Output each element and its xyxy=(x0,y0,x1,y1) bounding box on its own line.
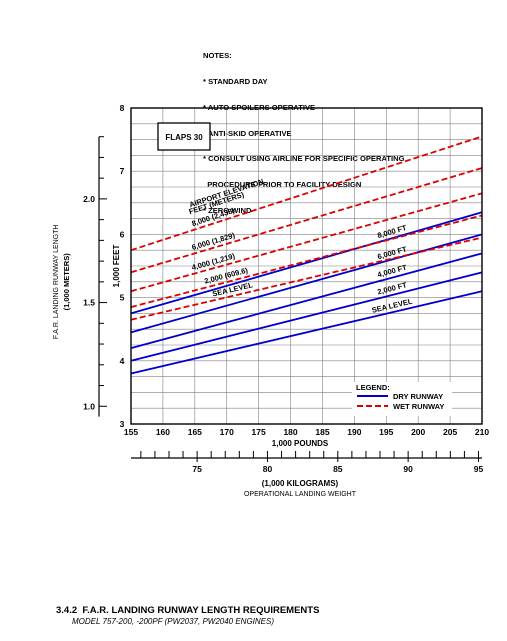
kg-axis-label: (1,000 KILOGRAMS) xyxy=(262,479,339,488)
grid xyxy=(130,107,483,425)
y-meters-tick-label: 2.0 xyxy=(83,194,95,204)
x-tick-label: 170 xyxy=(220,427,234,437)
flaps-box xyxy=(157,122,211,151)
y-feet-tick-label: 5 xyxy=(120,293,125,303)
x-tick-label: 175 xyxy=(252,427,266,437)
section-subtitle: MODEL 757-200, -200PF (PW2037, PW2040 EN… xyxy=(72,617,275,626)
y-meters-tick-label: 1.0 xyxy=(83,401,95,411)
x-tick-label: 160 xyxy=(156,427,170,437)
y-feet-tick-label: 4 xyxy=(120,356,125,366)
note-item: * AUTO SPOILERS OPERATIVE xyxy=(203,102,316,112)
y-feet-axis-label: 1,000 FEET xyxy=(112,245,121,288)
flaps-label: FLAPS 30 xyxy=(165,133,203,142)
section-title: 3.4.2 F.A.R. LANDING RUNWAY LENGTH REQUI… xyxy=(56,605,319,616)
plot-frame xyxy=(130,107,483,425)
note-item: * CONSULT USING AIRLINE FOR SPECIFIC OPE… xyxy=(203,154,405,164)
x-tick-label: 155 xyxy=(124,427,138,437)
legend-box xyxy=(352,382,452,416)
x-tick-label: 200 xyxy=(411,427,425,437)
note-item: * STANDARD DAY xyxy=(203,76,268,86)
wet-runway-line xyxy=(130,167,483,274)
x-tick-label: 190 xyxy=(347,427,361,437)
x-tick-label: 180 xyxy=(283,427,297,437)
wet-runway-line xyxy=(130,192,483,293)
y-meters-axis-sublabel: (1,000 METERS) xyxy=(62,253,71,311)
x-tick-label: 165 xyxy=(188,427,202,437)
axes xyxy=(98,107,483,462)
dry-runway-line xyxy=(130,211,483,315)
x-axis-label: 1,000 POUNDS xyxy=(272,439,329,448)
labels: 155 160 165 170 175 180 185 190 195 200 205 210 1,00… xyxy=(53,103,489,498)
wet-runway-line xyxy=(130,214,483,308)
note-item: * ZERO WIND xyxy=(203,205,252,215)
series-lines xyxy=(130,135,483,375)
dry-runway-line xyxy=(130,271,483,362)
x-tick-label: 195 xyxy=(379,427,393,437)
y-feet-tick-label: 8 xyxy=(120,103,125,113)
wet-runway-line xyxy=(130,135,483,252)
kg-tick-label: 90 xyxy=(403,464,413,474)
y-feet-tick-label: 6 xyxy=(120,229,125,239)
y-meters-axis-label: F.A.R. LANDING RUNWAY LENGTH xyxy=(53,225,60,340)
kg-tick-label: 75 xyxy=(192,464,202,474)
kg-tick-label: 95 xyxy=(474,464,484,474)
kg-tick-label: 85 xyxy=(333,464,343,474)
section-heading: F.A.R. LANDING RUNWAY LENGTH REQUIREMENT… xyxy=(82,605,320,616)
y-meters-tick-label: 1.5 xyxy=(83,298,95,308)
x-tick-label: 185 xyxy=(315,427,329,437)
footer: 3.4.2 F.A.R. LANDING RUNWAY LENGTH REQUI… xyxy=(56,605,319,626)
y-feet-tick-label: 3 xyxy=(120,419,125,429)
x-tick-label: 210 xyxy=(475,427,489,437)
kg-axis-sublabel: OPERATIONAL LANDING WEIGHT xyxy=(244,491,357,498)
y-feet-tick-label: 7 xyxy=(120,166,125,176)
legend-entry-label: DRY RUNWAY xyxy=(393,392,443,401)
dry-runway-line xyxy=(130,252,483,350)
legend-entry-label: WET RUNWAY xyxy=(393,402,444,411)
dry-runway-line xyxy=(130,290,483,375)
kg-tick-label: 80 xyxy=(263,464,273,474)
wet-runway-line xyxy=(130,236,483,321)
legend-title: LEGEND: xyxy=(356,383,390,392)
section-number: 3.4.2 xyxy=(56,605,78,616)
notes-heading: NOTES: xyxy=(203,51,232,61)
x-tick-label: 205 xyxy=(443,427,457,437)
note-item: PROCEDURE PRIOR TO FACILITY DESIGN xyxy=(203,180,362,190)
